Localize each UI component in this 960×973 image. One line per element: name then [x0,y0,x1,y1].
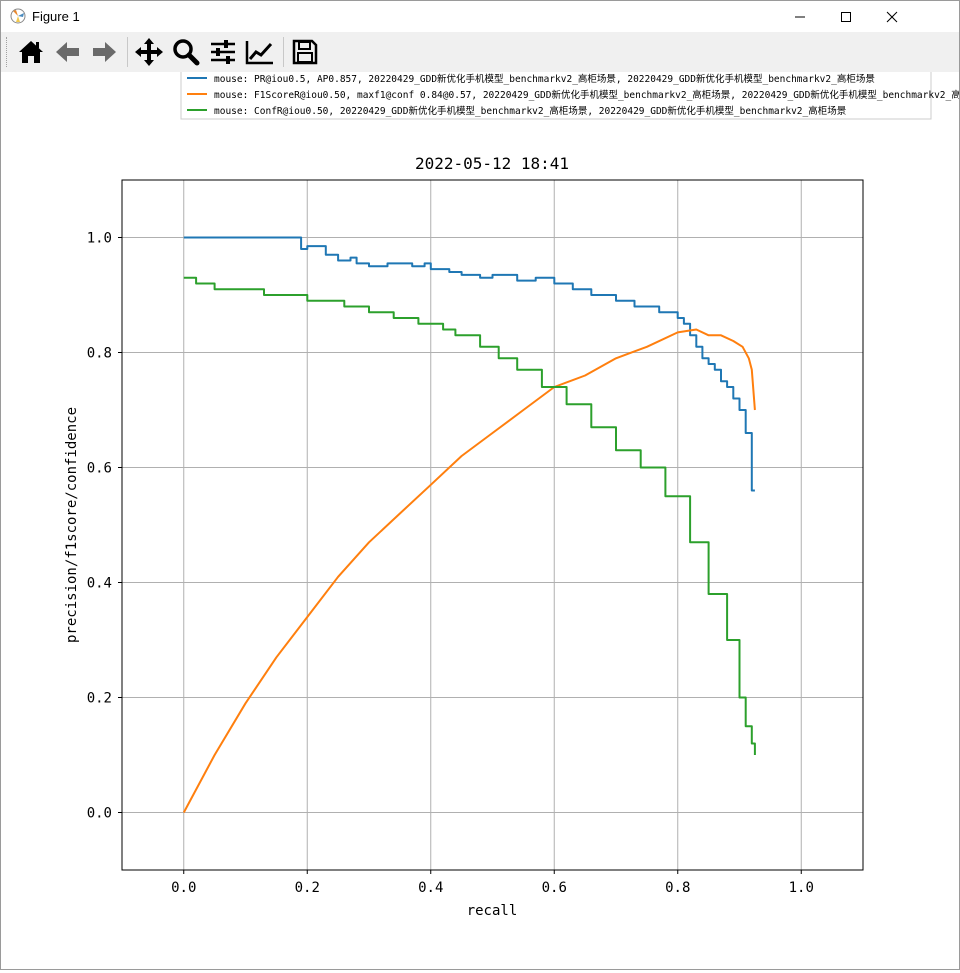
legend: mouse: PR@iou0.5, AP0.857, 20220429_GDD新… [180,69,960,120]
back-button[interactable] [51,35,85,69]
configure-subplots-icon [211,40,235,64]
chart-svg: mouse: PR@iou0.5, AP0.857, 20220429_GDD新… [64,69,960,919]
x-tick-label: 0.2 [295,880,320,896]
y-axis-label: precision/f1score/confidence [64,407,80,643]
navigation-toolbar [1,32,959,72]
pan-button[interactable] [132,35,166,69]
legend-frame [180,69,932,120]
subplots-button[interactable] [206,35,240,69]
y-tick-label: 1.0 [87,231,112,247]
x-axis-label: recall [467,903,518,919]
toolbar-separator [127,37,128,67]
home-icon [19,41,43,63]
legend-label: mouse: ConfR@iou0.50, 20220429_GDD新优化手机模… [214,105,846,117]
forward-button[interactable] [87,35,121,69]
customize-button[interactable] [243,35,277,69]
chart-title: 2022-05-12 18:41 [415,154,569,173]
series-layer [182,236,756,813]
x-tick-label: 0.4 [418,880,443,896]
matplotlib-app-icon [10,8,26,24]
save-button[interactable] [288,35,322,69]
close-button[interactable] [869,1,915,32]
close-icon [886,11,898,22]
x-tick-label: 0.8 [665,880,690,896]
y-tick-label: 0.0 [87,806,112,822]
back-arrow-icon [56,42,79,62]
x-tick-label: 0.6 [542,880,567,896]
y-tick-label: 0.8 [87,346,112,362]
confidence-curve-line [183,276,756,755]
zoom-magnifier-icon [173,39,200,66]
edit-axis-icon [245,41,273,65]
figure-canvas[interactable]: mouse: PR@iou0.5, AP0.857, 20220429_GDD新… [1,69,960,969]
y-tick-label: 0.6 [87,461,112,477]
x-tick-label: 1.0 [789,880,814,896]
legend-label: mouse: PR@iou0.5, AP0.857, 20220429_GDD新… [214,73,875,85]
save-floppy-icon [292,39,318,65]
plot-area [122,180,863,870]
pr-curve-line [183,236,755,492]
maximize-icon [841,11,851,22]
forward-arrow-icon [93,42,116,62]
axes-frame [121,179,864,871]
minimize-button[interactable] [777,1,823,32]
x-tick-label: 0.0 [171,880,196,896]
legend-label: mouse: F1ScoreR@iou0.50, maxf1@conf 0.84… [214,89,959,101]
y-tick-label: 0.2 [87,691,112,707]
maximize-button[interactable] [823,1,869,32]
y-tick-label: 0.4 [87,576,112,592]
home-button[interactable] [14,35,48,69]
minimize-icon [795,16,805,17]
pan-move-icon [135,38,163,66]
title-bar: Figure 1 [1,1,959,32]
x-axis: 0.0 0.2 0.4 0.6 0.8 1.0 [171,870,814,896]
zoom-button[interactable] [169,35,203,69]
toolbar-grip [6,37,9,67]
window-title: Figure 1 [32,9,80,24]
y-axis: 0.0 0.2 0.4 0.6 0.8 1.0 [87,231,122,822]
toolbar-separator [283,37,284,67]
